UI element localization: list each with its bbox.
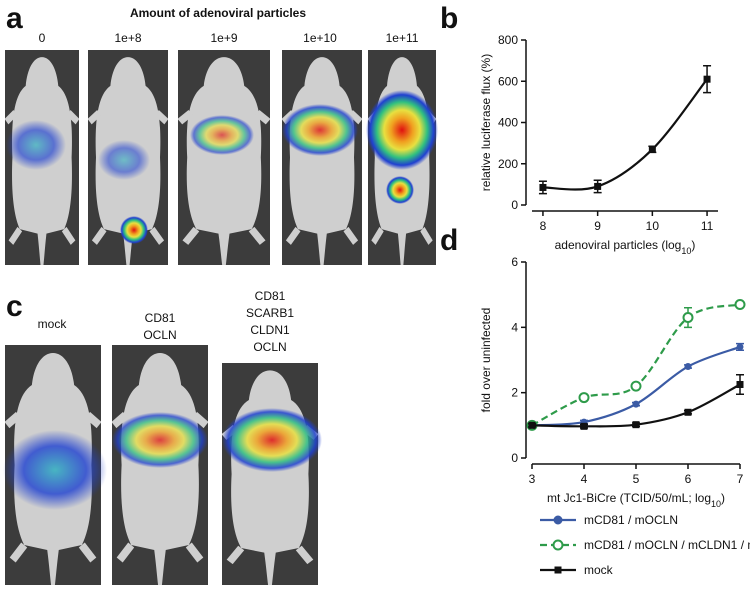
group-label: mock (38, 317, 68, 331)
x-axis-label: mt Jc1-BiCre (TCID/50/mL; log10) (547, 491, 725, 509)
group-label: CD81 (255, 289, 286, 303)
signal (366, 90, 438, 170)
group-label: OCLN (253, 340, 286, 354)
signal (222, 408, 322, 472)
signal (386, 176, 414, 204)
point (736, 381, 744, 388)
panel-letter: b (440, 2, 458, 35)
x-tick-label: 11 (701, 219, 714, 233)
dose-label: 1e+10 (303, 31, 337, 45)
mouse-image (222, 363, 318, 585)
y-tick-label: 2 (511, 386, 518, 400)
mouse-image (178, 50, 270, 265)
group-label: CLDN1 (250, 323, 290, 337)
legend-label: mCD81 / mOCLN (584, 513, 678, 527)
dose-label: 1e+11 (386, 31, 419, 45)
signal (6, 120, 66, 170)
y-tick-label: 0 (511, 451, 518, 465)
point (539, 183, 547, 191)
x-tick-label: 5 (633, 472, 640, 486)
y-axis-label: relative luciferase flux (%) (479, 54, 493, 191)
x-tick-label: 6 (685, 472, 692, 486)
dose-label: 1e+8 (114, 31, 141, 45)
signal (98, 140, 150, 180)
dose-label: 0 (39, 31, 46, 45)
x-tick-label: 9 (594, 219, 601, 233)
y-tick-label: 600 (498, 74, 518, 88)
dose-label: 1e+9 (210, 31, 237, 45)
point (528, 421, 536, 429)
y-tick-label: 4 (511, 320, 518, 334)
y-tick-label: 200 (498, 157, 518, 171)
panel-a: a Amount of adenoviral particles 0 1e+8 … (5, 2, 438, 265)
point (684, 408, 692, 416)
mouse-image (282, 50, 362, 265)
point (648, 145, 656, 153)
y-tick-label: 800 (498, 33, 518, 47)
x-tick-label: 10 (646, 219, 660, 233)
panel-letter: a (6, 2, 23, 35)
signal (3, 430, 107, 510)
y-tick-label: 0 (511, 198, 518, 212)
x-axis-label-part: 10 (681, 246, 691, 256)
point (580, 422, 588, 430)
group-label: CD81 (145, 311, 176, 325)
signal (112, 412, 208, 468)
panel-letter: d (440, 224, 458, 257)
group-label: OCLN (143, 328, 176, 342)
signal (120, 216, 148, 244)
point (578, 392, 590, 404)
legend-marker (554, 566, 562, 574)
y-axis-label: fold over uninfected (479, 308, 493, 413)
point (734, 298, 746, 310)
x-axis-label-part: ) (721, 491, 725, 505)
point (594, 182, 602, 190)
panel-c: c mock CD81 OCLN CD81 SCARB1 CLDN1 OCLN (3, 289, 322, 585)
point (684, 363, 692, 371)
y-tick-label: 6 (511, 255, 518, 269)
signal (282, 104, 358, 156)
panel-title: Amount of adenoviral particles (130, 6, 306, 20)
point (703, 75, 711, 83)
x-axis-label-part: adenoviral particles (log (555, 238, 682, 252)
x-tick-label: 8 (540, 219, 547, 233)
y-tick-label: 400 (498, 116, 518, 130)
x-tick-label: 4 (581, 472, 588, 486)
legend-marker (553, 515, 563, 525)
x-axis-label: adenoviral particles (log10) (555, 238, 696, 256)
point (630, 380, 642, 392)
x-tick-label: 7 (737, 472, 744, 486)
point (736, 343, 744, 351)
x-axis-label-part: ) (691, 238, 695, 252)
legend-label: mock (584, 563, 614, 577)
fit-line (542, 78, 708, 191)
x-axis-label-part: 10 (711, 499, 721, 509)
group-label: SCARB1 (246, 306, 294, 320)
x-tick-label: 3 (529, 472, 536, 486)
legend-marker (552, 539, 564, 551)
legend-label: mCD81 / mOCLN / mCLDN1 / mSCARB1 (584, 538, 750, 552)
panel-letter: c (6, 290, 23, 323)
point (632, 400, 640, 408)
x-axis-label-part: mt Jc1-BiCre (TCID/50/mL; log (547, 491, 711, 505)
signal (190, 115, 254, 155)
point (632, 421, 640, 429)
point (682, 312, 694, 324)
